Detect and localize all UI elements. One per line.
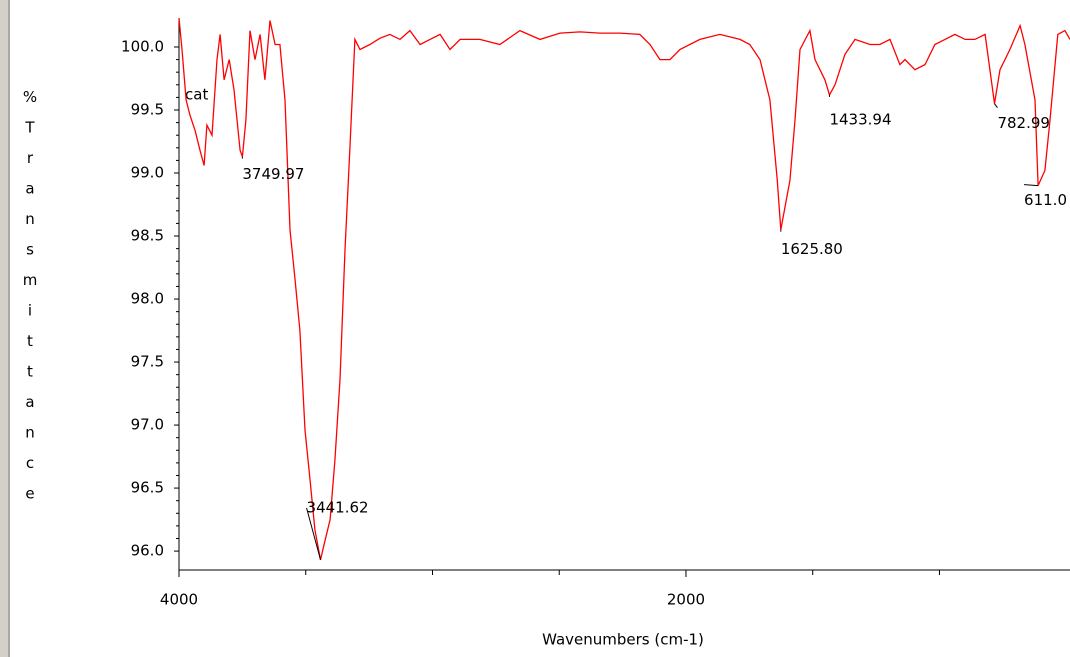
y-tick-label: 98.0 xyxy=(131,290,164,308)
y-tick-label: 96.5 xyxy=(131,479,164,497)
peak-label: 782.99 xyxy=(997,114,1050,132)
y-tick-label: 97.0 xyxy=(131,416,164,434)
y-tick-label: 100.0 xyxy=(121,37,164,55)
spectrum-line xyxy=(178,17,1070,561)
peak-leader xyxy=(1024,184,1039,187)
annotation: cat xyxy=(185,86,208,104)
y-tick-label: 99.5 xyxy=(131,101,164,119)
y-tick-label: 97.5 xyxy=(131,353,164,371)
peak-leader xyxy=(306,507,322,561)
x-tick-label: 4000 xyxy=(160,591,198,609)
x-tick-label: 2000 xyxy=(667,591,705,609)
y-tick-label: 96.0 xyxy=(131,542,164,560)
peak-label: 1625.80 xyxy=(781,240,843,258)
y-tick-label: 99.0 xyxy=(131,164,164,182)
window-border xyxy=(0,0,10,657)
peak-label: 1433.94 xyxy=(829,110,891,128)
y-tick-label: 98.5 xyxy=(131,227,164,245)
x-axis-label: Wavenumbers (cm-1) xyxy=(542,631,704,649)
peak-label: 3749.97 xyxy=(242,165,304,183)
peak-label: 611.0 xyxy=(1024,191,1067,209)
peak-label: 3441.62 xyxy=(307,498,369,516)
peak-leader xyxy=(994,103,998,108)
